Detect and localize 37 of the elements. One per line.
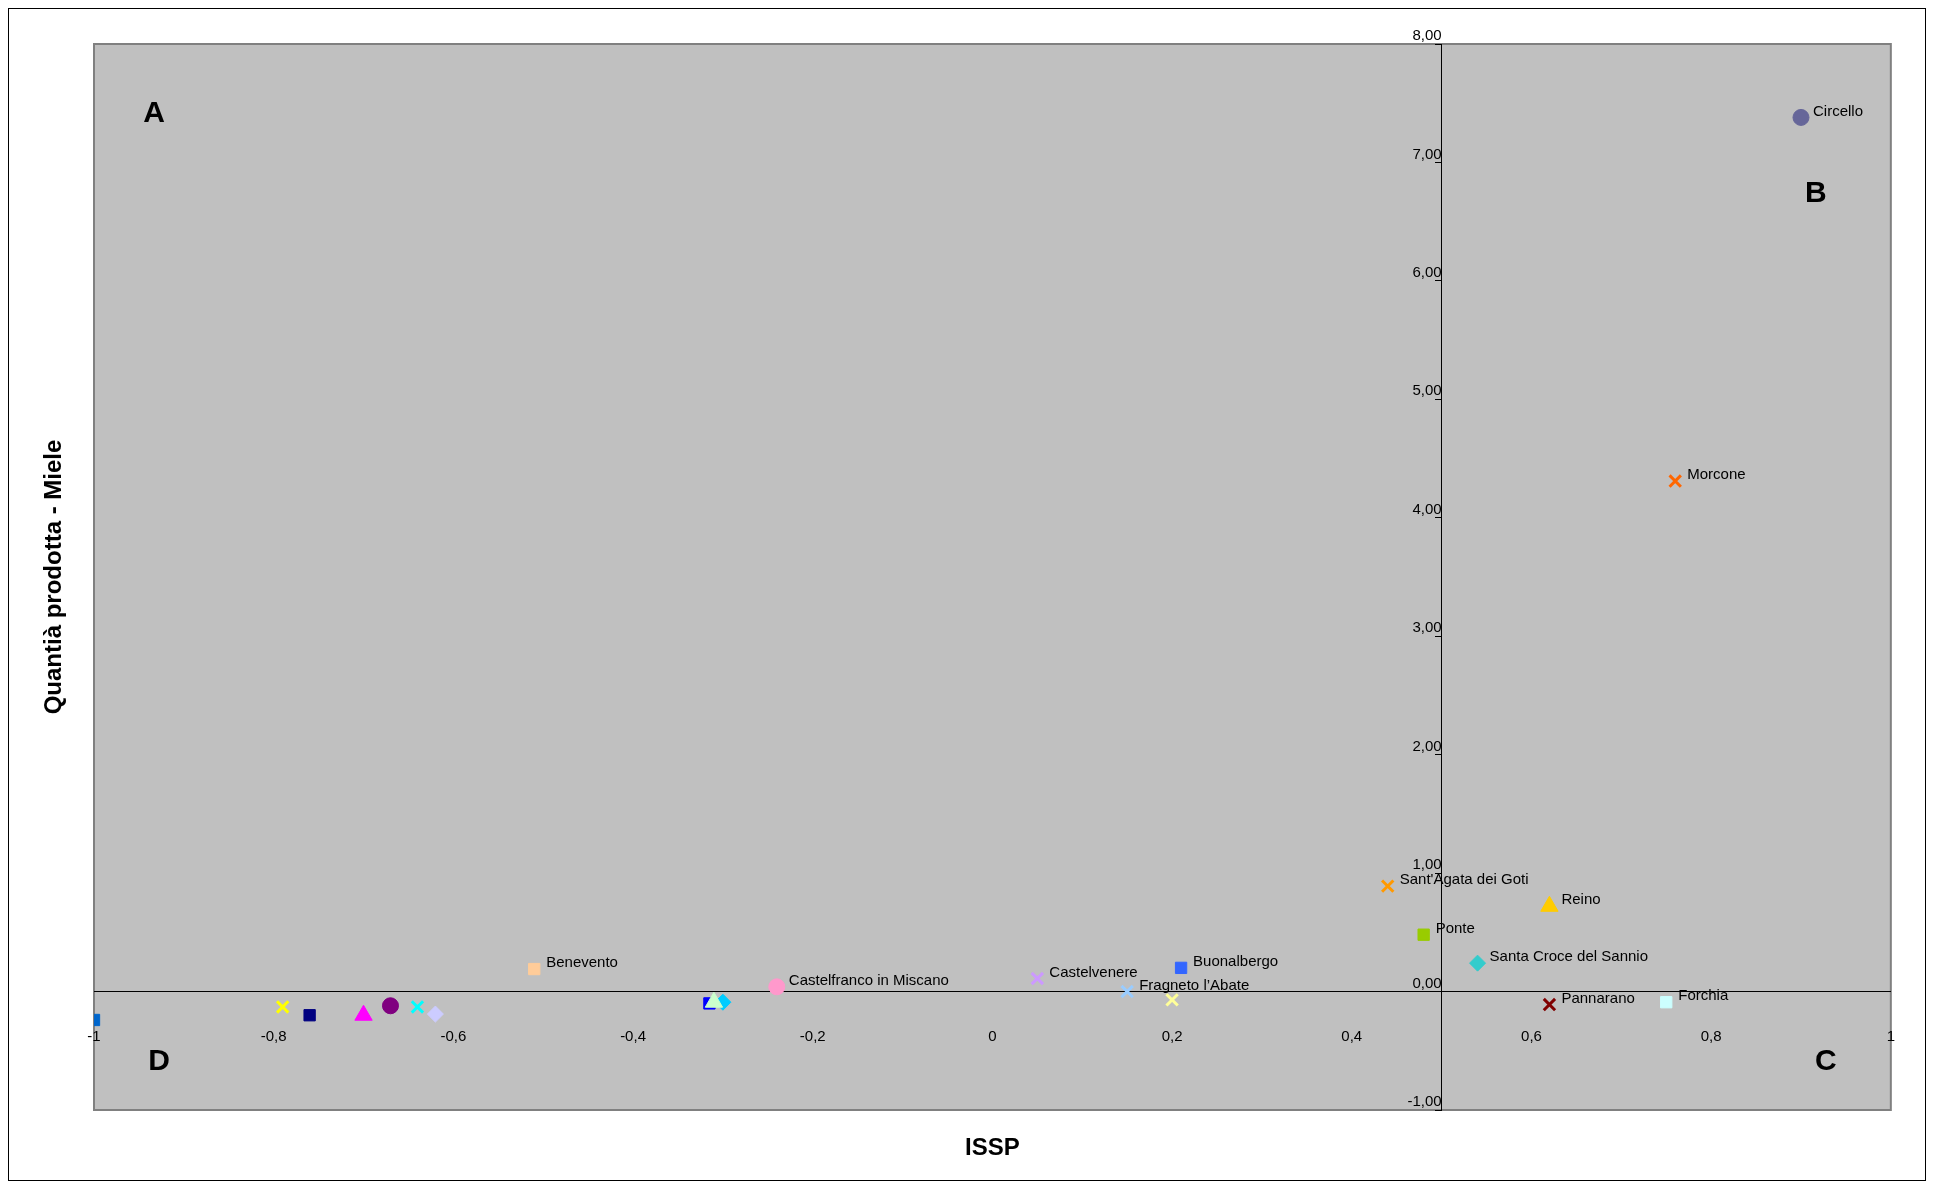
- y-tick-label: 1,00: [1412, 855, 1442, 873]
- y-tick-label: -1,00: [1407, 1092, 1442, 1110]
- series-label: Pannarano: [1561, 988, 1635, 1006]
- x-tick-label: -0,6: [440, 1026, 467, 1044]
- series-label: Castelvenere: [1049, 962, 1138, 980]
- x-tick-label: -0,8: [260, 1026, 287, 1044]
- x-tick-label: -0,2: [799, 1026, 826, 1044]
- y-tick-label: 3,00: [1412, 618, 1442, 636]
- annotation: A: [143, 95, 165, 129]
- y-axis-title: Quantià prodotta - Miele: [38, 439, 66, 715]
- series-label: Morcone: [1687, 465, 1746, 483]
- series-label: Fragneto l’Abate: [1139, 975, 1250, 993]
- annotation: D: [148, 1043, 170, 1077]
- x-tick-label: 0,2: [1161, 1026, 1183, 1044]
- series-label: Santa Croce del Sannio: [1489, 947, 1648, 965]
- x-tick-label: 0,6: [1521, 1026, 1542, 1044]
- series-label: Castelfranco in Miscano: [788, 970, 949, 988]
- series-label: Reino: [1561, 890, 1601, 908]
- y-tick-label: 8,00: [1412, 26, 1442, 44]
- x-tick-label: 0: [988, 1026, 997, 1044]
- series-label: Buonalbergo: [1193, 952, 1279, 970]
- annotation: B: [1804, 175, 1827, 209]
- y-tick-label: 7,00: [1412, 144, 1442, 162]
- x-axis-title: ISSP: [965, 1132, 1020, 1160]
- x-tick-label: 0,4: [1341, 1026, 1363, 1044]
- x-tick-label: -0,4: [620, 1026, 646, 1044]
- x-tick-label: 0,8: [1700, 1026, 1722, 1044]
- y-tick-label: 2,00: [1412, 736, 1442, 754]
- x-tick-label: -1: [87, 1026, 101, 1044]
- annotation: C: [1814, 1043, 1837, 1077]
- y-tick-label: 4,00: [1412, 499, 1442, 517]
- y-tick-label: 5,00: [1412, 381, 1442, 399]
- y-tick-label: 6,00: [1412, 263, 1442, 281]
- x-tick-label: 1: [1886, 1026, 1895, 1044]
- series-label: Circello: [1812, 101, 1863, 119]
- y-tick-label: 0,00: [1412, 973, 1442, 991]
- series-label: Benevento: [546, 953, 618, 971]
